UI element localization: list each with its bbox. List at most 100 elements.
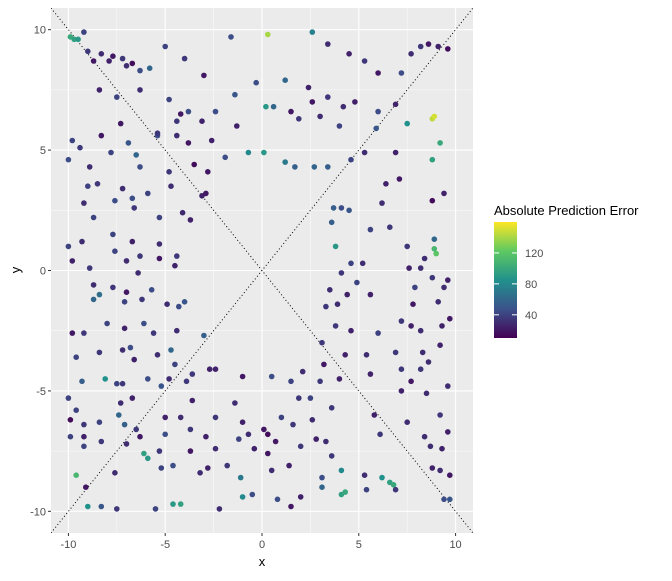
data-point	[346, 207, 352, 214]
data-point	[156, 448, 163, 454]
data-point	[162, 414, 168, 421]
data-point	[332, 323, 339, 329]
data-point	[348, 327, 354, 334]
data-point	[445, 277, 451, 283]
data-point	[137, 164, 143, 170]
data-point	[67, 417, 74, 423]
data-point	[154, 352, 161, 358]
data-point	[117, 400, 124, 406]
x-tick-label: 5	[356, 539, 362, 551]
data-point	[404, 120, 411, 127]
data-point	[170, 462, 176, 469]
data-point	[408, 378, 414, 385]
data-point	[239, 419, 246, 426]
data-point	[189, 397, 196, 404]
data-point	[375, 70, 381, 76]
reference-line-2	[51, 8, 473, 533]
data-point	[177, 501, 184, 507]
data-point	[164, 301, 170, 308]
data-point	[121, 421, 128, 428]
data-point	[69, 258, 76, 264]
data-point	[354, 279, 360, 286]
data-point	[363, 352, 370, 358]
data-point	[290, 421, 296, 428]
data-point	[85, 183, 91, 189]
data-point	[131, 356, 137, 363]
data-point	[439, 323, 445, 329]
data-point	[309, 29, 316, 35]
data-point	[359, 260, 366, 267]
data-point	[263, 103, 269, 110]
y-tick-label: -10	[30, 506, 46, 518]
y-tick-label: 10	[34, 25, 46, 37]
data-point	[81, 421, 87, 428]
data-point	[201, 72, 207, 79]
data-point	[232, 91, 238, 98]
data-point	[317, 113, 323, 120]
data-point	[86, 265, 93, 271]
data-point	[123, 258, 130, 264]
data-point	[139, 296, 145, 303]
data-point	[176, 303, 182, 310]
data-point	[417, 265, 424, 271]
data-point	[367, 371, 374, 377]
data-point	[429, 465, 436, 471]
data-point	[179, 209, 186, 216]
data-point	[425, 41, 432, 47]
data-point	[174, 253, 180, 259]
data-point	[172, 361, 178, 368]
data-point	[123, 441, 130, 447]
data-point	[251, 445, 258, 452]
data-point	[224, 462, 230, 469]
data-point	[216, 506, 223, 512]
y-tick-label: -5	[36, 386, 46, 398]
data-point	[375, 108, 381, 115]
data-point	[437, 467, 443, 474]
data-point	[212, 445, 219, 452]
data-point	[156, 241, 163, 247]
data-point	[79, 238, 85, 245]
data-point	[292, 164, 298, 170]
data-point	[150, 330, 157, 336]
data-point	[73, 354, 79, 361]
y-tick-label: 5	[40, 145, 46, 157]
data-point	[187, 448, 194, 454]
data-point	[327, 287, 333, 293]
data-point	[145, 190, 151, 197]
color-legend: Absolute Prediction Error 40 80 120	[494, 203, 639, 338]
data-point	[447, 472, 453, 479]
data-point	[328, 453, 335, 459]
data-point	[321, 361, 327, 368]
x-axis-ticks: -10 -5 0 5 10	[60, 533, 462, 551]
data-point	[108, 149, 114, 156]
data-point	[201, 332, 207, 339]
data-point	[305, 84, 312, 91]
data-point	[90, 58, 97, 64]
data-point	[141, 320, 147, 327]
data-point	[261, 149, 267, 156]
data-point	[191, 161, 197, 168]
data-point	[156, 214, 163, 221]
data-point	[445, 429, 451, 435]
data-point	[427, 443, 434, 450]
data-point	[86, 164, 93, 170]
data-point	[367, 226, 374, 233]
data-point	[79, 378, 85, 385]
data-point	[75, 36, 81, 43]
data-point	[439, 445, 445, 452]
data-point	[137, 87, 143, 93]
data-point	[408, 51, 414, 57]
data-point	[268, 373, 275, 380]
data-point	[112, 470, 118, 476]
data-point	[417, 366, 424, 373]
data-point	[387, 224, 393, 230]
data-point	[437, 140, 443, 146]
data-point	[67, 433, 74, 440]
data-point	[145, 455, 151, 462]
data-point	[338, 270, 345, 276]
data-point	[137, 433, 143, 440]
y-axis-title: y	[8, 266, 23, 273]
data-point	[379, 200, 385, 206]
